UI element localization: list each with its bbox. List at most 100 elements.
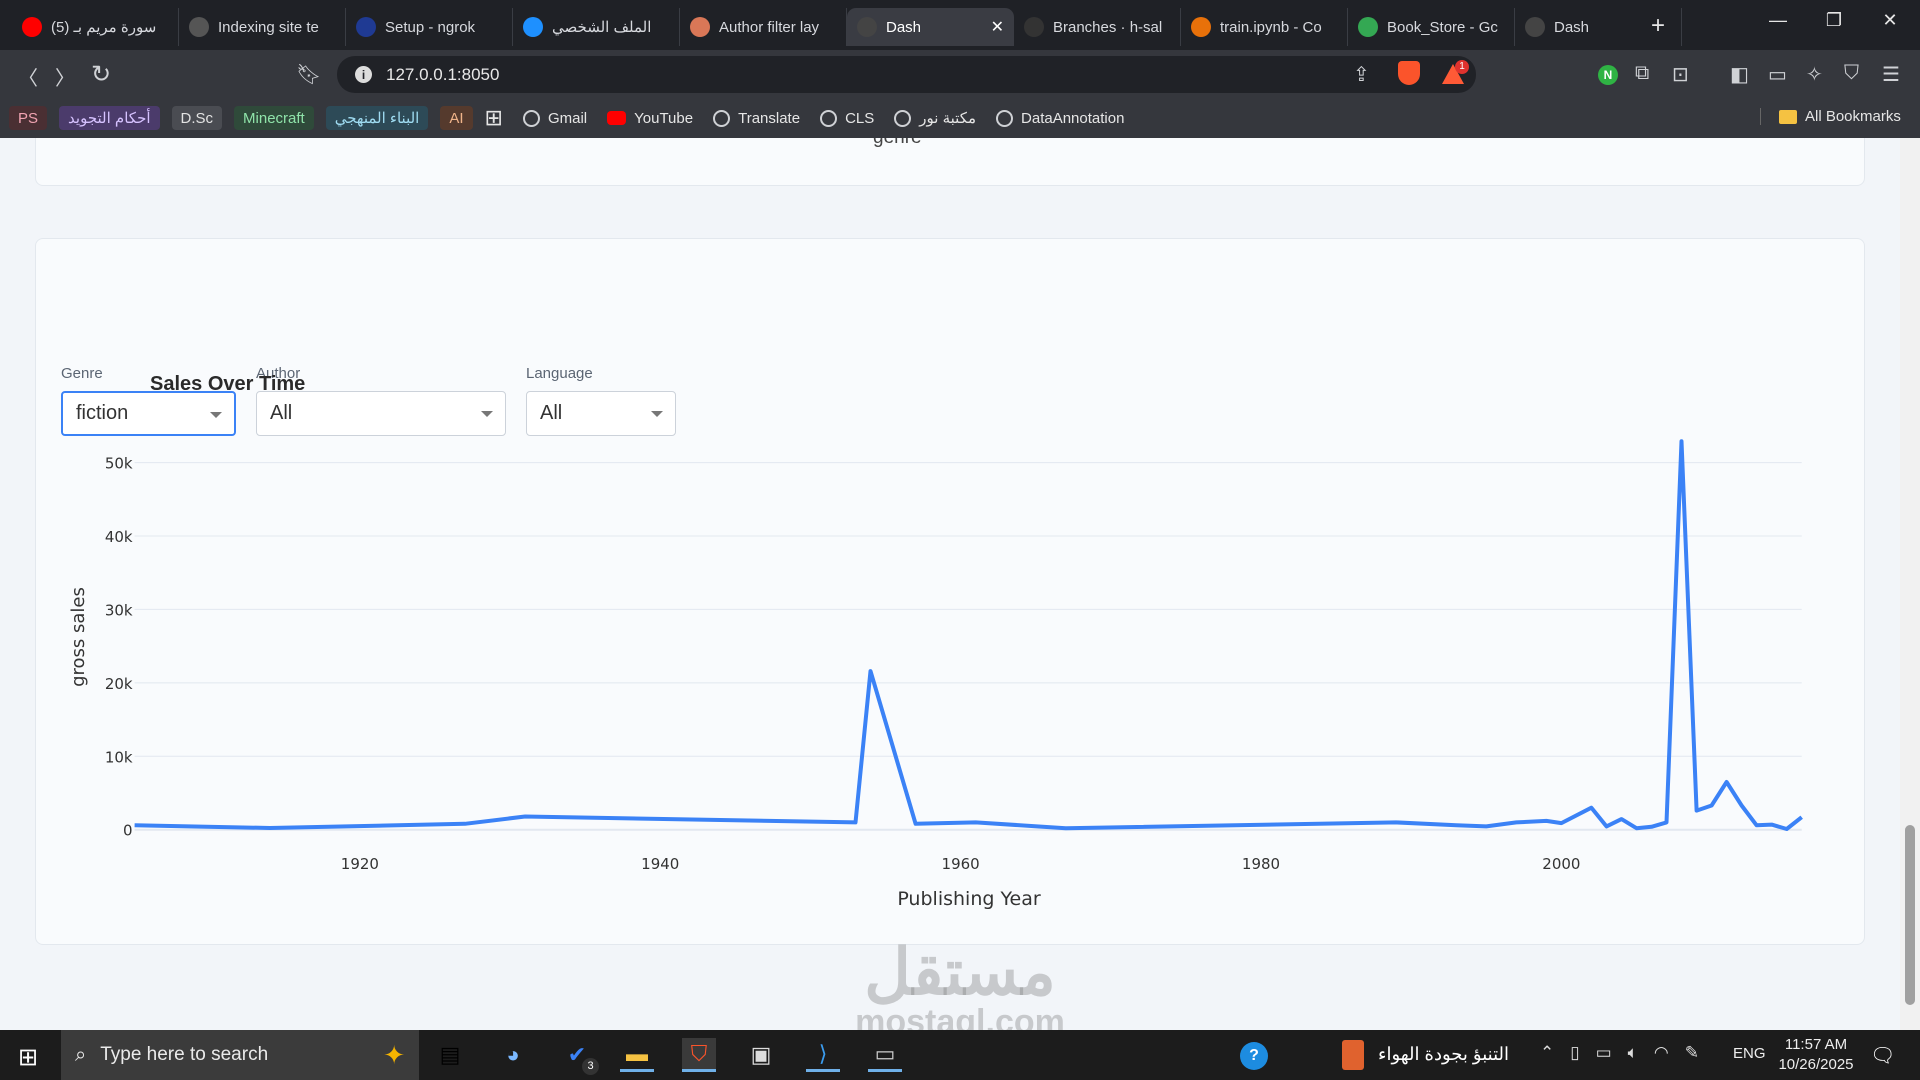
partial-axis-label: genre: [873, 138, 922, 149]
todo-app-icon[interactable]: ✔: [567, 1042, 587, 1067]
scrollbar-thumb[interactable]: [1905, 825, 1915, 1005]
bookmark-chip[interactable]: البناء المنهجي: [325, 106, 429, 130]
tab-9[interactable]: Dash: [1515, 8, 1682, 46]
file-explorer-icon[interactable]: ▬: [620, 1038, 654, 1072]
tab-3[interactable]: الملف الشخصي: [513, 8, 680, 46]
vpn-icon[interactable]: ⛉: [1844, 62, 1859, 84]
x-tick-label: 1920: [341, 855, 379, 873]
genre-label: Genre: [61, 365, 103, 382]
globe-icon: [894, 109, 912, 127]
vscode-icon[interactable]: ⟩: [806, 1038, 840, 1072]
system-tray[interactable]: ⌃ ▯ ▭ 🔈︎ ◠ ✎: [1540, 1043, 1699, 1063]
volume-icon[interactable]: 🔈︎: [1627, 1043, 1638, 1062]
author-dropdown[interactable]: All: [256, 391, 506, 436]
restore-button[interactable]: ❐: [1825, 10, 1843, 30]
search-icon: ⌕: [75, 1043, 87, 1066]
bookmark-item[interactable]: Translate: [713, 109, 800, 127]
site-info-icon[interactable]: i: [355, 66, 372, 83]
tab-1[interactable]: Indexing site te: [179, 8, 346, 46]
forward-button[interactable]: 〉: [55, 68, 75, 90]
bookmark-chip[interactable]: Minecraft: [234, 106, 314, 130]
tab-0[interactable]: (5) سورة مريم بـ: [12, 8, 179, 46]
genre-dropdown[interactable]: fiction: [61, 391, 236, 436]
x-tick-label: 1960: [942, 855, 980, 873]
bookmark-item[interactable]: DataAnnotation: [996, 109, 1124, 127]
close-tab-icon[interactable]: ✕: [990, 19, 1004, 36]
camera-icon[interactable]: ▯: [1570, 1043, 1580, 1062]
close-window-button[interactable]: ✕: [1882, 10, 1898, 30]
tab-6[interactable]: Branches · h-sal: [1014, 8, 1181, 46]
brave-shields-icon[interactable]: [1398, 61, 1420, 85]
wallet-icon[interactable]: ▭: [1768, 64, 1787, 86]
share-icon[interactable]: ⇪: [1353, 64, 1370, 86]
folder-icon: [1779, 109, 1797, 124]
bookmark-item[interactable]: CLS: [820, 109, 874, 127]
tab-2[interactable]: Setup - ngrok: [346, 8, 513, 46]
y-tick-label: 50k: [105, 455, 133, 473]
new-tab-button[interactable]: +: [1651, 12, 1666, 39]
taskbar-search[interactable]: ⌕ Type here to search ✦: [61, 1030, 419, 1080]
github-icon: [1024, 17, 1044, 37]
author-value: All: [270, 402, 293, 424]
chevron-up-icon[interactable]: ⌃: [1540, 1043, 1555, 1062]
tab-7[interactable]: train.ipynb - Co: [1181, 8, 1348, 46]
chevron-down-icon: [651, 411, 663, 417]
tab-8[interactable]: Book_Store - Gc: [1348, 8, 1515, 46]
claude-icon: [690, 17, 710, 37]
pen-icon[interactable]: ✎: [1684, 1043, 1699, 1062]
leo-ai-icon[interactable]: ✧: [1806, 64, 1823, 86]
chart-title: Sales Over Time: [150, 373, 305, 395]
apps-grid-icon[interactable]: ⊞: [484, 105, 503, 130]
page-scrollbar[interactable]: [1900, 138, 1920, 1030]
tab-title: Book_Store - Gc: [1387, 18, 1498, 36]
weather-widget-text[interactable]: التنبؤ بجودة الهواء: [1378, 1044, 1510, 1064]
openai-icon: [189, 17, 209, 37]
dash-icon: [1525, 17, 1545, 37]
chevron-down-icon: [481, 411, 493, 417]
clock[interactable]: 11:57 AM 10/26/2025: [1774, 1035, 1858, 1075]
notifications-icon[interactable]: 🗨︎: [1870, 1045, 1896, 1067]
author-label: Author: [256, 365, 301, 382]
weather-app-icon[interactable]: [1342, 1040, 1364, 1070]
bookmark-chip[interactable]: D.Sc: [171, 106, 223, 130]
menu-icon[interactable]: ☰: [1882, 64, 1900, 86]
tab-4[interactable]: Author filter lay: [680, 8, 847, 46]
bookmark-item[interactable]: مكتبة نور: [894, 109, 976, 127]
bookmark-icon[interactable]: 🔖︎: [296, 64, 322, 86]
bookmark-chip[interactable]: AI: [440, 106, 473, 130]
sidebar-icon[interactable]: ◧: [1730, 64, 1749, 86]
dash-icon: [857, 17, 877, 37]
reload-button[interactable]: ↻: [91, 61, 112, 88]
tab-5[interactable]: Dash ✕: [847, 8, 1014, 46]
battery-icon[interactable]: ▭: [1595, 1043, 1612, 1062]
chevron-down-icon: [210, 412, 222, 418]
back-button[interactable]: 〈: [18, 68, 38, 90]
windows-start-icon[interactable]: ⊞: [18, 1044, 39, 1071]
language-dropdown[interactable]: All: [526, 391, 676, 436]
bookmark-item[interactable]: YouTube: [607, 110, 693, 127]
help-icon[interactable]: ?: [1240, 1042, 1268, 1070]
bookmark-chip[interactable]: أحكام التجويد: [59, 106, 160, 130]
language-indicator[interactable]: ENG: [1733, 1045, 1766, 1062]
tab-title: Branches · h-sal: [1053, 18, 1163, 36]
y-axis-title: gross sales: [68, 587, 89, 687]
address-bar[interactable]: i 127.0.0.1:8050: [337, 56, 1476, 93]
all-bookmarks-button[interactable]: All Bookmarks: [1760, 108, 1901, 125]
store-icon[interactable]: ▣: [750, 1042, 772, 1067]
brave-taskbar-icon[interactable]: ⛉: [682, 1038, 716, 1072]
extensions-icon[interactable]: ⧉: [1635, 62, 1650, 84]
task-view-icon[interactable]: ▤: [439, 1042, 461, 1067]
wifi-icon[interactable]: ◠: [1653, 1043, 1669, 1062]
circle-icon: [523, 17, 543, 37]
reader-icon[interactable]: ⊡: [1672, 64, 1689, 86]
copilot-app-icon[interactable]: ◕: [506, 1042, 520, 1067]
terminal-icon[interactable]: ▭: [868, 1038, 902, 1072]
sales-line[interactable]: [134, 439, 1803, 831]
bookmark-item[interactable]: Gmail: [522, 109, 587, 127]
bookmark-chip[interactable]: PS: [9, 106, 48, 130]
minimize-button[interactable]: —: [1769, 10, 1787, 30]
extension-n-icon[interactable]: N: [1598, 65, 1618, 85]
genre-chart-card: genre: [35, 138, 1865, 186]
y-tick-label: 10k: [105, 748, 133, 766]
genre-value: fiction: [76, 402, 129, 424]
